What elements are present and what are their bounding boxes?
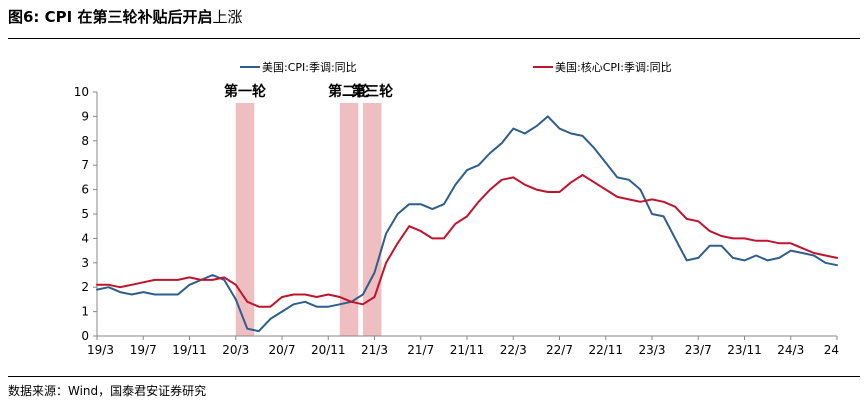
series-line-1 xyxy=(96,115,838,333)
x-tick-label-16: 24 xyxy=(824,343,839,357)
figure-title-bold: CPI 在第三轮补贴后开启 xyxy=(44,8,213,26)
title-rule xyxy=(8,38,860,39)
cpi-line-chart: 0 1 2 3 4 5 6 7 8 9 10 19/3 19/7 19/11 20/3 20/7 20/11 21… xyxy=(74,60,839,357)
y-tick-label-7: 7 xyxy=(81,158,89,172)
shaded-periods xyxy=(235,103,382,336)
shade-label-1: 第一轮 xyxy=(224,83,266,100)
shaded-period-3 xyxy=(362,103,382,336)
x-tick-label-8: 21/11 xyxy=(450,343,485,357)
y-tick-label-9: 9 xyxy=(81,109,89,123)
x-tick-label-2: 19/11 xyxy=(172,343,207,357)
figure-title-rest: 上涨 xyxy=(212,8,243,26)
x-tick-label-9: 22/3 xyxy=(500,343,527,357)
x-tick-label-0: 19/3 xyxy=(87,343,114,357)
shaded-period-2 xyxy=(339,103,359,336)
x-tick-label-1: 19/7 xyxy=(130,343,157,357)
y-tick-label-6: 6 xyxy=(81,183,89,197)
y-tick-label-3: 3 xyxy=(81,256,89,270)
y-tick-label-2: 2 xyxy=(81,280,89,294)
x-tick-label-7: 21/7 xyxy=(407,343,434,357)
figure-title: 图6: CPI 在第三轮补贴后开启上涨 xyxy=(8,6,243,27)
y-tick-label-5: 5 xyxy=(81,207,89,221)
y-tick-label-8: 8 xyxy=(81,134,89,148)
legend-label-2: 美国:核心CPI:季调:同比 xyxy=(555,60,672,74)
x-tick-label-14: 23/11 xyxy=(727,343,762,357)
shade-label-2: 第二轮 xyxy=(328,83,370,100)
x-tick-label-15: 24/3 xyxy=(777,343,804,357)
x-tick-label-6: 21/3 xyxy=(361,343,388,357)
legend: 美国:CPI:季调:同比 美国:核心CPI:季调:同比 xyxy=(240,60,672,74)
y-tick-label-10: 10 xyxy=(74,85,89,99)
y-tick-label-1: 1 xyxy=(81,305,89,319)
axes: 0 1 2 3 4 5 6 7 8 9 10 19/3 19/7 19/11 20/3 20/7 20/11 21… xyxy=(74,85,839,357)
figure-number: 图6: xyxy=(8,8,40,26)
x-tick-label-12: 23/3 xyxy=(639,343,666,357)
x-tick-label-4: 20/7 xyxy=(269,343,296,357)
data-source: 数据来源：Wind，国泰君安证券研究 xyxy=(8,384,207,398)
shaded-period-1 xyxy=(235,103,255,336)
y-tick-label-4: 4 xyxy=(81,231,89,245)
x-tick-label-5: 20/11 xyxy=(311,343,346,357)
source-rule xyxy=(8,376,860,377)
shade-label-3: 第三轮 xyxy=(351,83,393,100)
y-tick-label-0: 0 xyxy=(81,329,89,343)
series-line-2 xyxy=(96,174,838,308)
x-tick-label-10: 22/7 xyxy=(546,343,573,357)
x-tick-label-11: 22/11 xyxy=(588,343,623,357)
series-lines xyxy=(96,115,838,333)
x-tick-label-13: 23/7 xyxy=(685,343,712,357)
x-tick-label-3: 20/3 xyxy=(222,343,249,357)
legend-label-1: 美国:CPI:季调:同比 xyxy=(262,61,357,74)
